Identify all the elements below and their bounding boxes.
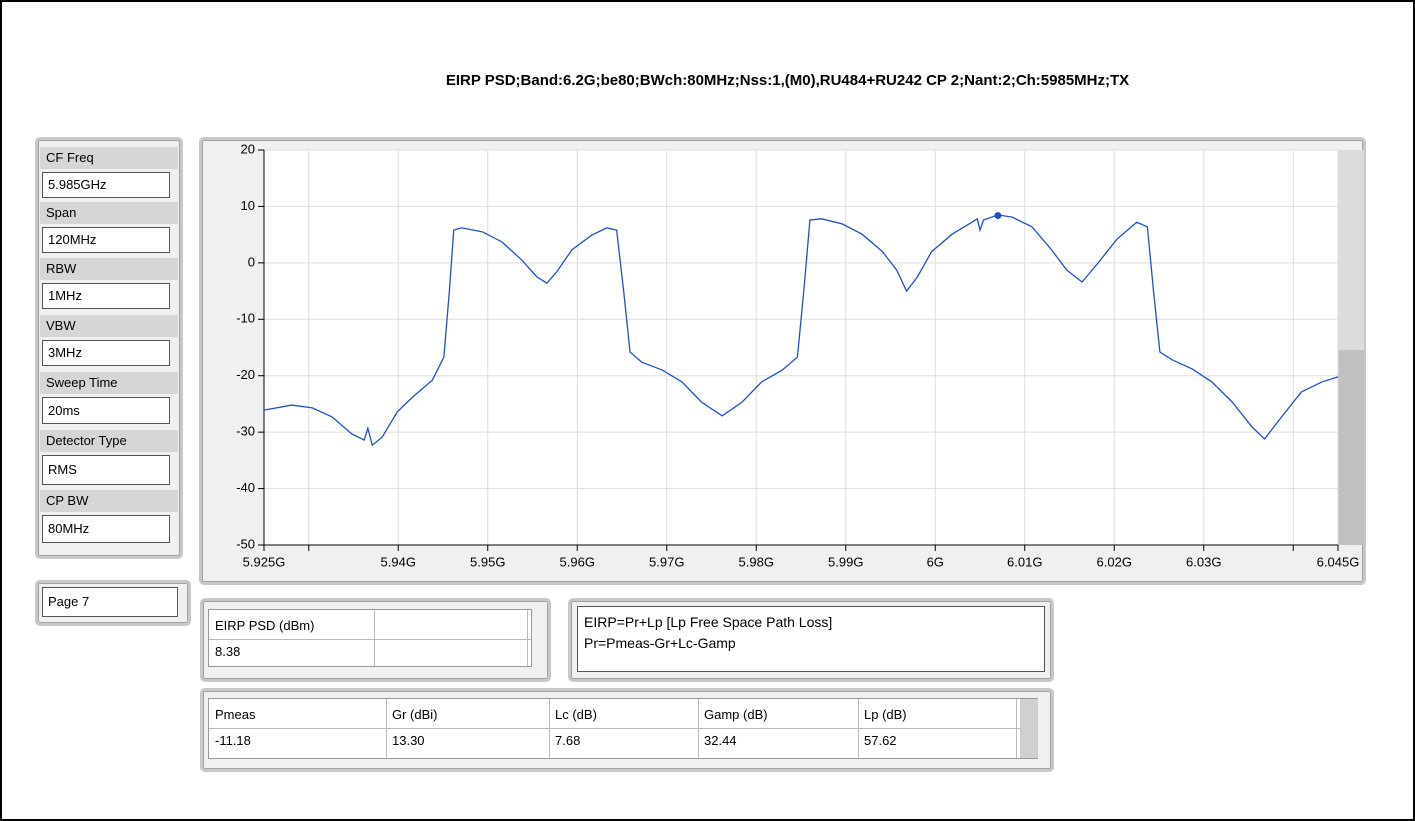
column-divider: [374, 610, 375, 666]
x-tick-label: 5.98G: [739, 554, 774, 569]
x-tick-label: 5.96G: [560, 554, 595, 569]
spectrum-line: [263, 214, 1339, 447]
row-divider: [209, 639, 531, 640]
title: EIRP PSD;Band:6.2G;be80;BWch:80MHz;Nss:1…: [445, 72, 1130, 89]
setting-label: Span: [40, 202, 178, 224]
scroll-strip: [1020, 699, 1038, 758]
x-tick-label: 5.97G: [649, 554, 684, 569]
setting-label: CP BW: [40, 490, 178, 512]
x-tick-label: 6.02G: [1097, 554, 1132, 569]
y-tick-label: 10: [241, 198, 255, 213]
setting-label: Detector Type: [40, 430, 178, 452]
row-divider: [209, 728, 1020, 729]
param-value: 32.44: [704, 733, 737, 748]
x-tick-label: 5.94G: [381, 554, 416, 569]
y-tick-label: -10: [236, 311, 255, 326]
setting-value[interactable]: 3MHz: [42, 340, 170, 366]
result-header: EIRP PSD (dBm): [215, 618, 315, 633]
result-table: EIRP PSD (dBm) 8.38: [208, 609, 532, 667]
params-table: Pmeas -11.18 Gr (dBi) 13.30 Lc (dB) 7.68 Gamp …: [208, 698, 1038, 759]
setting-label: VBW: [40, 315, 178, 337]
param-header: Lp (dB): [864, 707, 907, 722]
plot-strip: [1338, 350, 1364, 545]
setting-value[interactable]: 20ms: [42, 397, 170, 424]
y-tick-label: -50: [236, 536, 255, 551]
setting-label: CF Freq: [40, 147, 178, 169]
note-line: Pr=Pmeas-Gr+Lc-Gamp: [584, 635, 736, 651]
x-tick-label: 5.99G: [828, 554, 863, 569]
x-tick-label: 6.045G: [1317, 554, 1360, 569]
result-value: 8.38: [215, 644, 241, 659]
column-divider: [386, 699, 387, 758]
x-tick-label: 5.925G: [243, 554, 286, 569]
page-field[interactable]: Page 7: [42, 587, 178, 617]
notes-box: EIRP=Pr+Lp [Lp Free Space Path Loss] Pr=…: [577, 606, 1045, 672]
param-header: Gamp (dB): [704, 707, 768, 722]
column-divider: [858, 699, 859, 758]
x-tick-label: 6G: [927, 554, 944, 569]
column-divider: [527, 610, 528, 666]
note-line: EIRP=Pr+Lp [Lp Free Space Path Loss]: [584, 614, 833, 630]
param-value: 57.62: [864, 733, 897, 748]
plot-strip: [1338, 150, 1364, 350]
setting-value[interactable]: 1MHz: [42, 283, 170, 309]
param-header: Lc (dB): [555, 707, 597, 722]
param-header: Gr (dBi): [392, 707, 438, 722]
y-tick-label: -20: [236, 367, 255, 382]
setting-value[interactable]: 120MHz: [42, 227, 170, 253]
y-tick-label: -30: [236, 424, 255, 439]
x-tick-label: 6.03G: [1186, 554, 1221, 569]
column-divider: [698, 699, 699, 758]
chart: 20 10 0 -10 -20 -30 -40 -50 5.925G 5.94G 5.95G 5.96…: [236, 141, 1364, 569]
param-value: 7.68: [555, 733, 581, 748]
y-tick-label: -40: [236, 480, 255, 495]
y-tick-label: 0: [248, 254, 255, 269]
setting-value[interactable]: RMS: [42, 455, 170, 485]
param-header: Pmeas: [215, 707, 256, 722]
setting-value[interactable]: 80MHz: [42, 515, 170, 543]
setting-value[interactable]: 5.985GHz: [42, 172, 170, 198]
marker: [994, 212, 1002, 220]
param-value: 13.30: [392, 733, 425, 748]
setting-label: Sweep Time: [40, 372, 178, 394]
x-tick-label: 5.95G: [470, 554, 505, 569]
plot-area: [264, 150, 1338, 545]
y-tick-label: 20: [241, 141, 255, 156]
column-divider: [1016, 699, 1017, 758]
x-tick-label: 6.01G: [1007, 554, 1042, 569]
column-divider: [549, 699, 550, 758]
setting-label: RBW: [40, 258, 178, 280]
param-value: -11.18: [215, 733, 251, 748]
